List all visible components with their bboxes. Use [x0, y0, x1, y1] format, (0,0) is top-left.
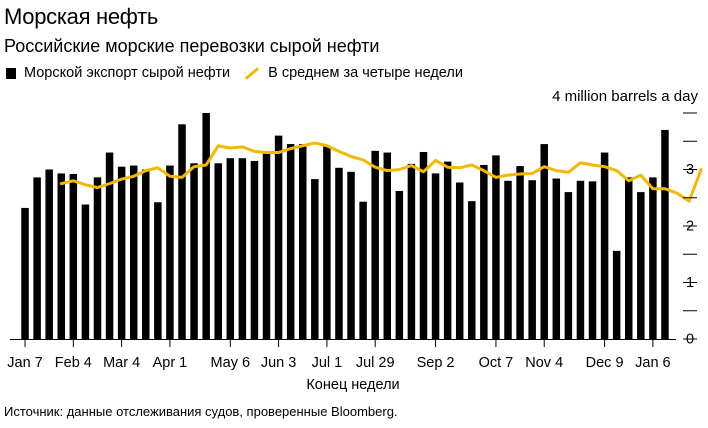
bar: [57, 173, 66, 339]
bar: [395, 190, 404, 339]
bar: [468, 201, 476, 339]
x-tick-label: Jan 7: [7, 355, 42, 371]
bar: [612, 250, 621, 339]
bar: [299, 144, 307, 339]
x-tick-label: Apr 1: [153, 355, 188, 371]
bar: [637, 192, 645, 339]
x-tick-label: Feb 4: [55, 355, 92, 371]
bar: [202, 113, 210, 339]
x-tick-label: Sep 2: [417, 355, 455, 371]
x-axis-label: Конец недели: [0, 377, 708, 393]
y-tick-label: 0: [686, 332, 694, 348]
bar: [600, 152, 609, 339]
chart-title: Морская нефть: [4, 4, 159, 29]
x-tick-label: Nov 4: [525, 355, 563, 371]
x-tick-label: Mar 4: [103, 355, 140, 371]
x-axis-label-text: Конец недели: [306, 377, 400, 393]
bar: [129, 165, 138, 339]
bar: [335, 167, 343, 339]
y-unit-label: 4 million barrels a day: [552, 88, 698, 105]
legend-bars-label: Морской экспорт сырой нефти: [24, 65, 231, 81]
bar: [419, 151, 428, 339]
bar: [154, 202, 162, 339]
bar: [311, 179, 319, 339]
bar: [226, 158, 235, 339]
bar: [540, 144, 548, 339]
bar: [262, 153, 271, 339]
x-tick-label: Dec 9: [586, 355, 624, 371]
bar: [516, 166, 524, 339]
bar: [93, 177, 102, 339]
bar: [661, 129, 669, 339]
bar: [564, 192, 573, 339]
bar: [455, 182, 464, 339]
y-tick-label: 3: [686, 162, 694, 178]
y-tick-label: 2: [686, 219, 694, 235]
bar: [274, 135, 283, 339]
bar: [359, 201, 367, 339]
bar: [238, 158, 247, 339]
x-tick-label: Jul 29: [356, 355, 395, 371]
x-tick-label: Jul 1: [312, 355, 343, 371]
y-tick-label: 1: [686, 275, 694, 291]
bar: [45, 169, 53, 339]
bar: [504, 180, 512, 339]
average-line: [59, 141, 703, 203]
bar: [371, 150, 379, 339]
bar: [190, 163, 198, 339]
x-tick-label: May 6: [211, 355, 251, 371]
bar: [178, 124, 186, 339]
bar: [492, 155, 500, 340]
chart-subtitle: Российские морские перевозки сырой нефти: [4, 36, 380, 56]
bar: [117, 166, 126, 339]
bar: [33, 177, 41, 339]
x-tick-label: Jun 3: [261, 355, 296, 371]
bar: [528, 180, 536, 339]
bar: [443, 161, 452, 339]
bar: [383, 152, 392, 339]
bar: [347, 171, 355, 339]
bar: [214, 163, 222, 339]
legend-item-bars: Морской экспорт сырой нефти: [6, 64, 230, 82]
bar: [407, 163, 416, 339]
bar: [142, 169, 150, 339]
bar: [21, 207, 29, 339]
bar: [69, 174, 78, 339]
legend-line-label: В среднем за четыре недели: [268, 65, 463, 81]
bar: [81, 204, 90, 339]
bar: [649, 177, 657, 339]
bar: [431, 173, 440, 339]
bar: [250, 161, 259, 339]
bar: [576, 180, 585, 339]
source-note: Источник: данные отслеживания судов, про…: [4, 404, 398, 419]
bar: [323, 146, 331, 339]
bar: [625, 177, 633, 339]
bar: [552, 178, 561, 339]
bar-swatch-icon: [6, 67, 16, 79]
legend-item-line: В среднем за четыре недели: [244, 64, 463, 82]
bar: [480, 164, 488, 339]
bar: [588, 181, 597, 339]
bar: [166, 165, 174, 339]
legend: Морской экспорт сырой нефти В среднем за…: [6, 64, 477, 82]
bar: [105, 152, 114, 339]
x-tick-label: Oct 7: [479, 355, 514, 371]
x-tick-label: Jan 6: [635, 355, 670, 371]
bar: [286, 144, 295, 339]
